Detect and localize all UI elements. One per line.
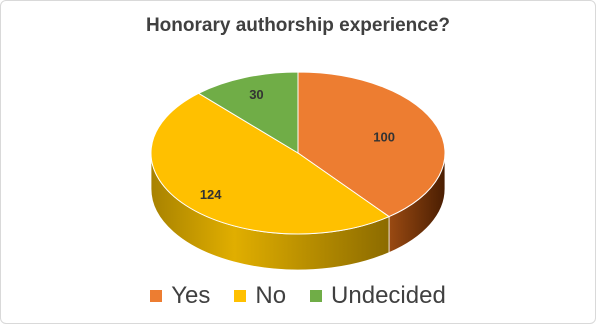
- legend-swatch-yes: [150, 290, 163, 302]
- legend-label-undecided: Undecided: [331, 282, 446, 309]
- chart-legend: Yes No Undecided: [1, 282, 595, 310]
- pie-labels: 100 124 30: [200, 87, 395, 202]
- legend-item-no: No: [234, 282, 286, 310]
- legend-swatch-no: [234, 290, 247, 302]
- pie-slice-no: [150, 92, 391, 235]
- pie-slice-undecided: [197, 71, 299, 154]
- legend-swatch-undecided: [310, 290, 323, 302]
- data-label-undecided: 30: [249, 87, 263, 102]
- legend-item-undecided: Undecided: [310, 282, 446, 310]
- data-label-no: 124: [200, 187, 222, 202]
- pie-tops: [150, 71, 446, 235]
- chart-title: Honorary authorship experience?: [145, 15, 451, 36]
- legend-label-yes: Yes: [171, 282, 211, 309]
- legend-item-yes: Yes: [150, 282, 210, 310]
- data-label-yes: 100: [373, 130, 395, 145]
- pie-slice-yes: [297, 71, 446, 218]
- legend-label-no: No: [255, 282, 287, 309]
